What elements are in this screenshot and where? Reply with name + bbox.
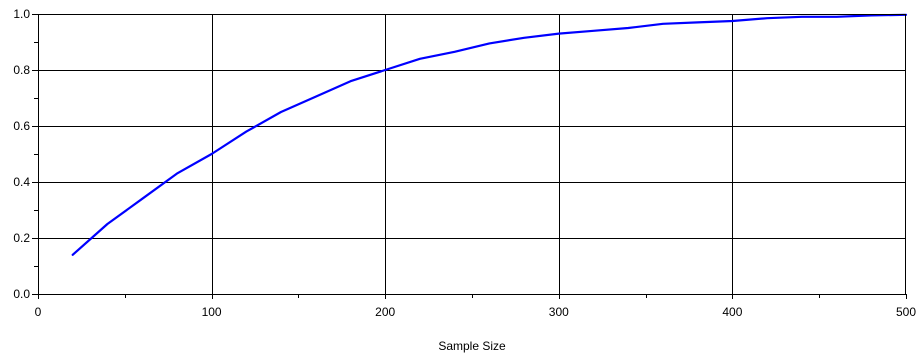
series-layer bbox=[71, 13, 908, 256]
series-line-0 bbox=[71, 13, 908, 256]
x-tick-label: 200 bbox=[375, 305, 395, 319]
x-tick-label: 500 bbox=[896, 305, 916, 319]
plot-frame bbox=[38, 14, 906, 295]
minor-ticks bbox=[34, 42, 820, 298]
y-axis-ticks: 0.0 0.2 0.4 0.6 0.8 1.0 bbox=[13, 7, 38, 301]
x-tick-label: 0 bbox=[35, 305, 42, 319]
grid bbox=[38, 14, 906, 294]
y-tick-label: 0.2 bbox=[13, 231, 30, 245]
x-tick-label: 300 bbox=[549, 305, 569, 319]
plot-border bbox=[38, 14, 906, 295]
y-tick-label: 0.4 bbox=[13, 175, 30, 189]
x-tick-label: 400 bbox=[722, 305, 742, 319]
y-tick-label: 1.0 bbox=[13, 7, 30, 21]
x-tick-label: 100 bbox=[202, 305, 222, 319]
y-tick-label: 0.0 bbox=[13, 287, 30, 301]
y-tick-label: 0.6 bbox=[13, 119, 30, 133]
x-axis-label: Sample Size bbox=[438, 339, 506, 353]
x-axis-ticks: 0 100 200 300 400 500 bbox=[35, 294, 916, 319]
y-tick-label: 0.8 bbox=[13, 63, 30, 77]
